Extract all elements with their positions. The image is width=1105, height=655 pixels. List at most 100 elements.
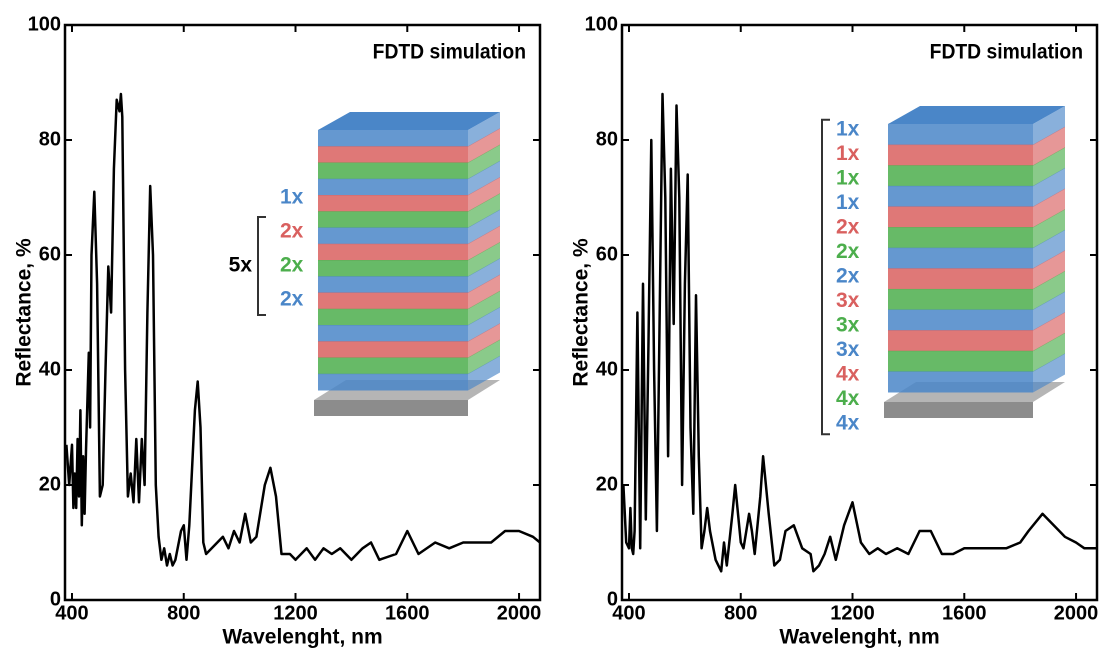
inset-layer-side	[1033, 312, 1065, 352]
inset-layer-side	[1033, 188, 1065, 228]
bracket	[257, 216, 266, 316]
bracket	[821, 118, 830, 436]
inset-layer-side	[468, 355, 500, 391]
inset-top	[888, 106, 1065, 124]
inset-layer	[318, 308, 468, 326]
inset-layer-side	[468, 307, 500, 342]
x-tick-label: 1200	[273, 602, 318, 624]
inset-layer	[888, 227, 1033, 249]
inset-layer	[318, 325, 468, 342]
x-tick-label: 800	[724, 602, 757, 624]
inset-top	[318, 112, 500, 130]
y-tick-label: 20	[596, 473, 618, 495]
inset-layer	[888, 247, 1033, 269]
layer-label: 1x	[836, 167, 860, 190]
layer-label: 2x	[836, 265, 860, 288]
plot-frame	[620, 23, 1099, 602]
layer-label: 4x	[836, 363, 860, 386]
inset-layer-side	[468, 258, 500, 293]
layer-label: 1x	[836, 118, 860, 141]
inset-layer-side	[1033, 229, 1065, 269]
y-tick-label: 60	[39, 243, 61, 265]
inset-layer-side	[468, 112, 500, 147]
inset-layer	[888, 206, 1033, 228]
inset-layer	[318, 243, 468, 261]
layer-label: 2x	[280, 254, 304, 277]
inset-layer	[318, 178, 468, 196]
x-tick-label: 400	[612, 602, 645, 624]
y-tick-label: 100	[585, 13, 618, 35]
inset-layer-side	[468, 128, 500, 163]
plot-frame	[63, 23, 542, 602]
layer-label: 1x	[280, 186, 304, 209]
inset-layer-side	[468, 290, 500, 326]
inset-layer-side	[1033, 167, 1065, 207]
x-tick-label: 2000	[497, 602, 542, 624]
panel: 0 20 40 60 80 100 400 800 1200 1600 2000 FDTD simul…	[13, 13, 542, 648]
inset-layer	[318, 130, 468, 147]
inset-layer	[888, 350, 1033, 372]
x-axis-label: Wavelenght, nm	[222, 626, 382, 649]
inset-layer-side	[468, 274, 500, 310]
inset-layer	[318, 195, 468, 212]
layer-label: 1x	[836, 191, 860, 214]
inset-layer-side	[1033, 147, 1065, 187]
layer-label: 1x	[836, 142, 860, 165]
y-tick-label: 0	[50, 588, 61, 610]
inset-layer	[318, 211, 468, 228]
inset-layer-side	[1033, 106, 1065, 146]
x-axis-label: Wavelenght, nm	[779, 626, 939, 649]
inset-layer	[318, 227, 468, 245]
inset-layer	[888, 330, 1033, 352]
panel: 0 20 40 60 80 100 400 800 1200 1600 2000 FDTD simul…	[570, 13, 1099, 648]
inset-layer-side	[1033, 353, 1065, 393]
y-tick-label: 100	[28, 13, 61, 35]
y-tick-label: 80	[39, 128, 61, 150]
x-tick-label: 1200	[830, 602, 875, 624]
chart-title: FDTD simulation	[373, 41, 526, 64]
y-tick-label: 40	[39, 358, 61, 380]
inset-layer	[318, 357, 468, 375]
y-axis-label: Reflectance, %	[13, 238, 36, 387]
inset-layer	[318, 146, 468, 163]
y-tick-label: 80	[596, 128, 618, 150]
inset-layer-side	[468, 323, 500, 358]
inset-layer-side	[1033, 209, 1065, 249]
inset-layer	[888, 185, 1033, 207]
x-tick-label: 400	[55, 602, 88, 624]
y-tick-label: 40	[596, 358, 618, 380]
substrate-front	[314, 400, 468, 416]
inset-layer	[888, 144, 1033, 166]
inset-layer-side	[468, 193, 500, 228]
inset-layer-side	[1033, 291, 1065, 331]
x-tick-label: 1600	[942, 602, 987, 624]
inset-layer-side	[1033, 126, 1065, 166]
layer-label: 2x	[836, 216, 860, 239]
y-tick-label: 0	[607, 588, 618, 610]
inset-layer-side	[1033, 332, 1065, 372]
y-tick-label: 60	[596, 243, 618, 265]
inset-layer-side	[468, 160, 500, 196]
inset-layer	[318, 341, 468, 358]
layer-label: 2x	[280, 220, 304, 243]
inset-layer-side	[468, 144, 500, 180]
inset-layer-side	[468, 242, 500, 277]
inset-layer-side	[1033, 250, 1065, 290]
chart-title: FDTD simulation	[930, 41, 1083, 64]
layer-label: 3x	[836, 338, 860, 361]
layer-label: 3x	[836, 314, 860, 337]
inset-layer	[888, 288, 1033, 311]
bracket-label: 5x	[229, 254, 253, 277]
layer-label: 2x	[836, 240, 860, 263]
layer-label: 2x	[280, 288, 304, 311]
inset-layer	[318, 276, 468, 293]
layer-label: 4x	[836, 387, 860, 410]
inset-layer-side	[468, 225, 500, 261]
inset-layer	[318, 292, 468, 310]
layer-label: 3x	[836, 289, 860, 312]
inset-layer-side	[468, 177, 500, 212]
data-line	[622, 92, 1097, 573]
inset-layer	[888, 165, 1033, 187]
data-line	[65, 92, 541, 567]
